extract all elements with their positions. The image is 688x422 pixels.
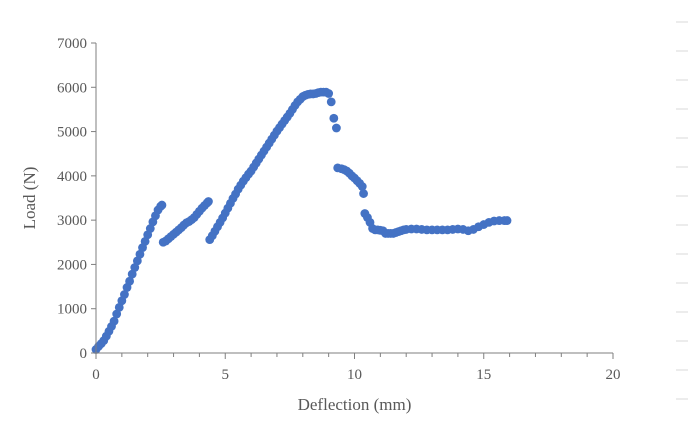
y-tick-label: 6000 bbox=[57, 80, 87, 96]
data-point bbox=[132, 256, 142, 266]
x-tick-label: 15 bbox=[476, 367, 491, 383]
data-point bbox=[359, 189, 368, 198]
y-tick-label: 2000 bbox=[57, 257, 87, 273]
y-axis-title: Load (N) bbox=[20, 167, 39, 230]
x-axis-title: Deflection (mm) bbox=[298, 395, 412, 414]
data-point bbox=[324, 89, 334, 98]
y-axis-ticks: 0 1000 2000 3000 4000 5000 6000 7000 bbox=[57, 36, 96, 362]
x-tick-label: 10 bbox=[347, 367, 362, 383]
y-tick-label: 7000 bbox=[57, 36, 87, 52]
y-tick-label: 5000 bbox=[57, 125, 87, 141]
y-tick-label: 0 bbox=[80, 346, 88, 362]
y-tick-label: 1000 bbox=[57, 302, 87, 318]
data-point bbox=[326, 97, 336, 107]
x-tick-label: 20 bbox=[606, 367, 621, 383]
y-tick-label: 4000 bbox=[57, 169, 87, 185]
data-point bbox=[140, 237, 150, 246]
chart-axes: 0 1000 2000 3000 4000 5000 6000 7000 0 5 10 15 20 bbox=[57, 36, 621, 383]
data-point bbox=[127, 269, 137, 279]
data-point bbox=[157, 200, 167, 210]
data-point bbox=[125, 276, 135, 286]
y-tick-label: 3000 bbox=[57, 213, 87, 229]
data-point bbox=[120, 290, 129, 299]
data-point bbox=[332, 123, 341, 133]
data-point bbox=[329, 113, 339, 123]
data-point bbox=[145, 224, 155, 233]
x-tick-label: 5 bbox=[222, 367, 230, 383]
data-point bbox=[357, 182, 367, 191]
data-point bbox=[204, 197, 213, 206]
data-point bbox=[112, 309, 122, 319]
data-point bbox=[130, 263, 140, 272]
data-point bbox=[109, 316, 119, 326]
x-axis-ticks: 0 5 10 15 20 bbox=[92, 353, 621, 383]
data-point bbox=[502, 216, 512, 225]
data-point bbox=[135, 249, 145, 259]
right-margin-dashes bbox=[676, 21, 688, 400]
x-tick-label: 0 bbox=[92, 367, 100, 383]
data-point bbox=[114, 302, 124, 312]
data-points bbox=[91, 87, 512, 354]
